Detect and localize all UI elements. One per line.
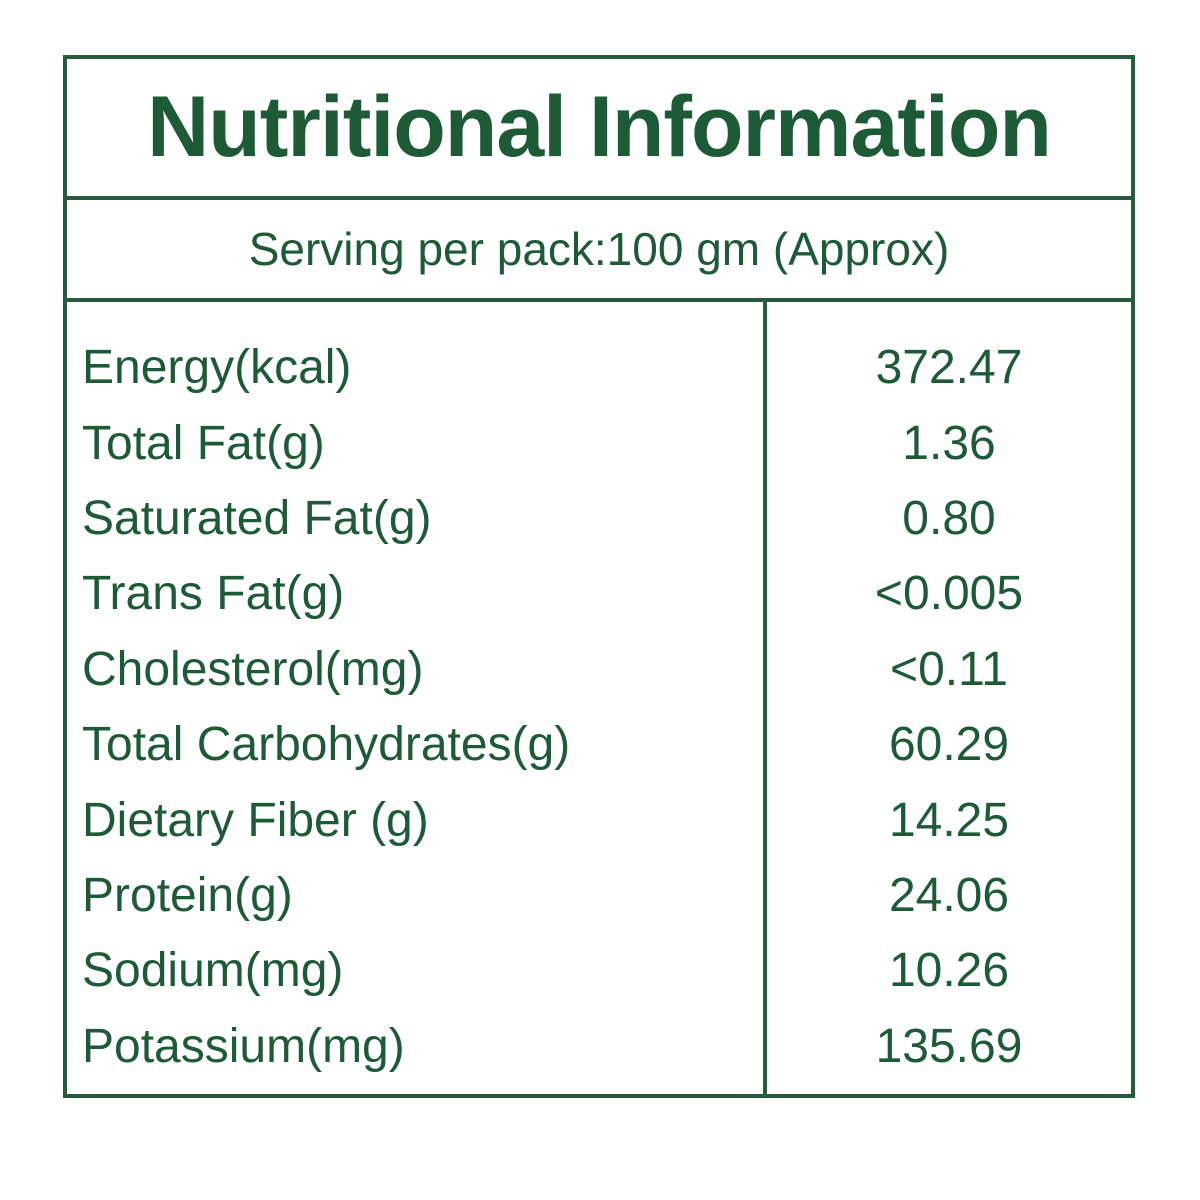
nutrient-label: Sodium(mg) bbox=[82, 944, 344, 998]
nutrient-value: <0.005 bbox=[874, 567, 1024, 621]
nutrient-value: 60.29 bbox=[888, 718, 1010, 772]
serving-info: Serving per pack:100 gm (Approx) bbox=[248, 223, 950, 275]
nutrient-value: <0.11 bbox=[890, 642, 1008, 696]
nutrient-value: 14.25 bbox=[888, 793, 1010, 847]
nutrient-label: Total Fat(g) bbox=[82, 416, 325, 470]
nutrient-value: 135.69 bbox=[875, 1019, 1023, 1073]
nutrient-label: Saturated Fat(g) bbox=[82, 492, 432, 546]
nutrient-label: Protein(g) bbox=[82, 869, 293, 923]
nutrient-value: 24.06 bbox=[888, 869, 1010, 923]
nutrient-value: 372.47 bbox=[875, 341, 1023, 395]
nutrition-label-panel: Nutritional Information Serving per pack… bbox=[63, 55, 1135, 1098]
nutrition-table: Energy(kcal) Total Fat(g) Saturated Fat(… bbox=[67, 302, 1131, 1094]
nutrient-label: Total Carbohydrates(g) bbox=[82, 718, 571, 772]
nutrient-label: Energy(kcal) bbox=[82, 341, 352, 395]
nutrient-label: Trans Fat(g) bbox=[82, 567, 345, 621]
page-title: Nutritional Information bbox=[147, 79, 1052, 175]
nutrient-value: 1.36 bbox=[902, 416, 996, 470]
nutrient-value: 10.26 bbox=[888, 944, 1010, 998]
nutrient-values-column: 372.47 1.36 0.80 <0.005 <0.11 60.29 14.2… bbox=[763, 302, 1131, 1094]
nutrient-label: Dietary Fiber (g) bbox=[82, 793, 429, 847]
title-section: Nutritional Information bbox=[67, 59, 1131, 200]
nutrient-labels-column: Energy(kcal) Total Fat(g) Saturated Fat(… bbox=[67, 302, 763, 1094]
nutrient-label: Potassium(mg) bbox=[82, 1019, 405, 1073]
nutrient-label: Cholesterol(mg) bbox=[82, 642, 424, 696]
nutrient-value: 0.80 bbox=[902, 492, 996, 546]
serving-section: Serving per pack:100 gm (Approx) bbox=[67, 200, 1131, 302]
